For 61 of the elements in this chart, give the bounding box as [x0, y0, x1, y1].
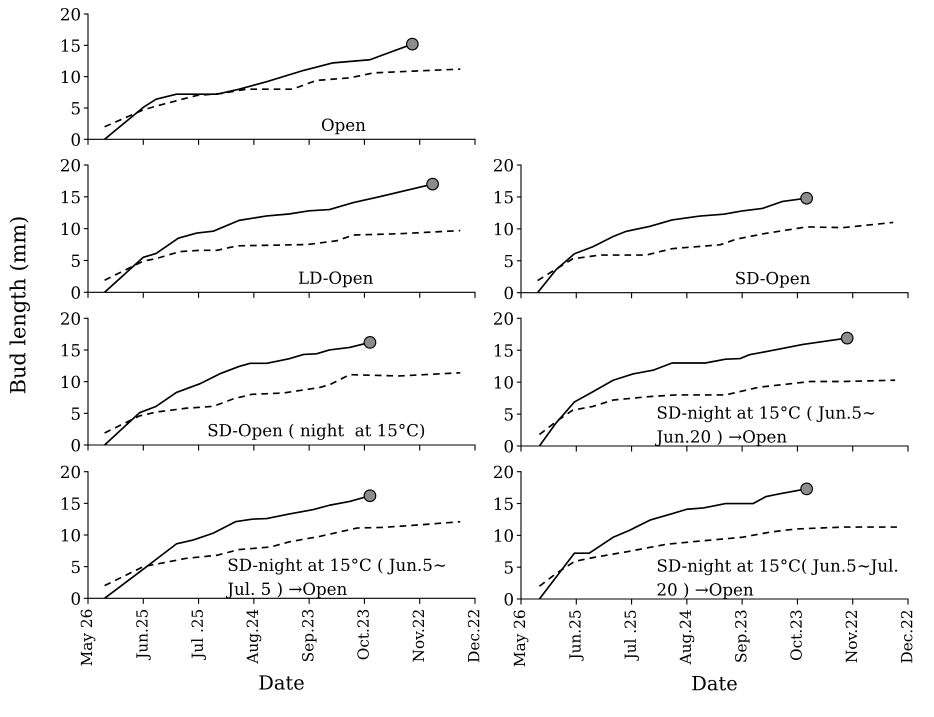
y-tick-label: 10 — [494, 222, 513, 236]
y-tick-label: 0 — [72, 438, 80, 452]
y-tick-label: 15 — [494, 344, 513, 357]
y-tick-label: 0 — [504, 440, 513, 453]
y-tick-label: 10 — [494, 529, 513, 542]
y-tick-label: 5 — [504, 254, 513, 268]
y-tick-label: 15 — [494, 190, 513, 204]
y-tick-label: 10 — [62, 528, 80, 542]
y-tick-label: 20 — [494, 466, 513, 478]
y-tick-label: 15 — [62, 190, 80, 204]
y-tick-label: 5 — [72, 102, 80, 115]
y-tick-label: 0 — [504, 592, 513, 606]
y-tick-label: 15 — [494, 497, 513, 510]
y-tick-label: 10 — [494, 376, 513, 389]
y-tick-label: 15 — [62, 497, 80, 510]
annotation: SD-Open ( night at 15°C) — [208, 424, 424, 440]
x-tick-label: May 26 — [514, 610, 528, 666]
y-tick-label: 15 — [62, 344, 80, 357]
y-tick-label: 10 — [62, 70, 80, 84]
x-tick-label: Sep.23 — [735, 610, 750, 662]
y-tick-label: 20 — [60, 312, 80, 325]
x-tick-label: Dec.22 — [900, 610, 912, 663]
x-axis-title: Date — [692, 676, 737, 690]
y-tick-label: 5 — [504, 561, 513, 574]
annotation: LD-Open — [298, 271, 373, 288]
x-tick-label: Aug.24 — [680, 610, 694, 664]
x-axis-title: Date — [259, 675, 304, 690]
x-tick-label: Jul .25 — [624, 610, 639, 661]
y-tick-label: 10 — [62, 376, 80, 388]
y-tick-label: 20 — [60, 8, 80, 21]
y-tick-label: 20 — [494, 312, 513, 325]
y-tick-label: 10 — [62, 222, 80, 236]
x-tick-label: Jun.25 — [136, 610, 151, 660]
y-tick-label: 0 — [72, 286, 80, 299]
y-tick-label: 15 — [62, 39, 80, 52]
y-tick-label: 20 — [60, 466, 80, 478]
x-tick-label: Oct.23 — [357, 610, 369, 660]
y-axis-title: Bud length (mm) — [9, 217, 30, 394]
annotation: Open — [322, 118, 366, 134]
annotation: SD-night at 15°C ( Jun.5∼ Jun.20 ) →Open — [655, 406, 874, 446]
y-tick-label: 0 — [504, 286, 513, 300]
x-tick-label: Aug.24 — [246, 609, 262, 664]
x-tick-label: Nov.22 — [412, 610, 424, 662]
x-tick-label: Nov.22 — [846, 610, 858, 662]
x-tick-label: Jun.25 — [569, 610, 584, 661]
y-tick-label: 0 — [72, 592, 80, 605]
y-tick-label: 5 — [72, 560, 80, 574]
y-tick-label: 5 — [72, 408, 80, 420]
x-tick-label: Dec.22 — [468, 610, 480, 662]
x-tick-label: Sep.23 — [302, 610, 317, 662]
y-tick-label: 5 — [504, 408, 513, 421]
x-tick-label: Oct.23 — [790, 610, 802, 660]
annotation: SD-night at 15°C ( Jun.5∼ Jul. 5 ) →Open — [226, 558, 446, 598]
y-tick-label: 5 — [72, 254, 80, 268]
y-tick-label: 0 — [72, 133, 80, 146]
annotation: SD-night at 15°C( Jun.5∼Jul. 20 ) →Open — [658, 558, 898, 599]
x-tick-label: Jul .25 — [191, 610, 206, 660]
annotation: SD-Open — [736, 272, 810, 288]
y-tick-label: 20 — [60, 158, 80, 172]
y-tick-label: 20 — [494, 158, 513, 172]
x-tick-label: May 26 — [80, 610, 96, 666]
